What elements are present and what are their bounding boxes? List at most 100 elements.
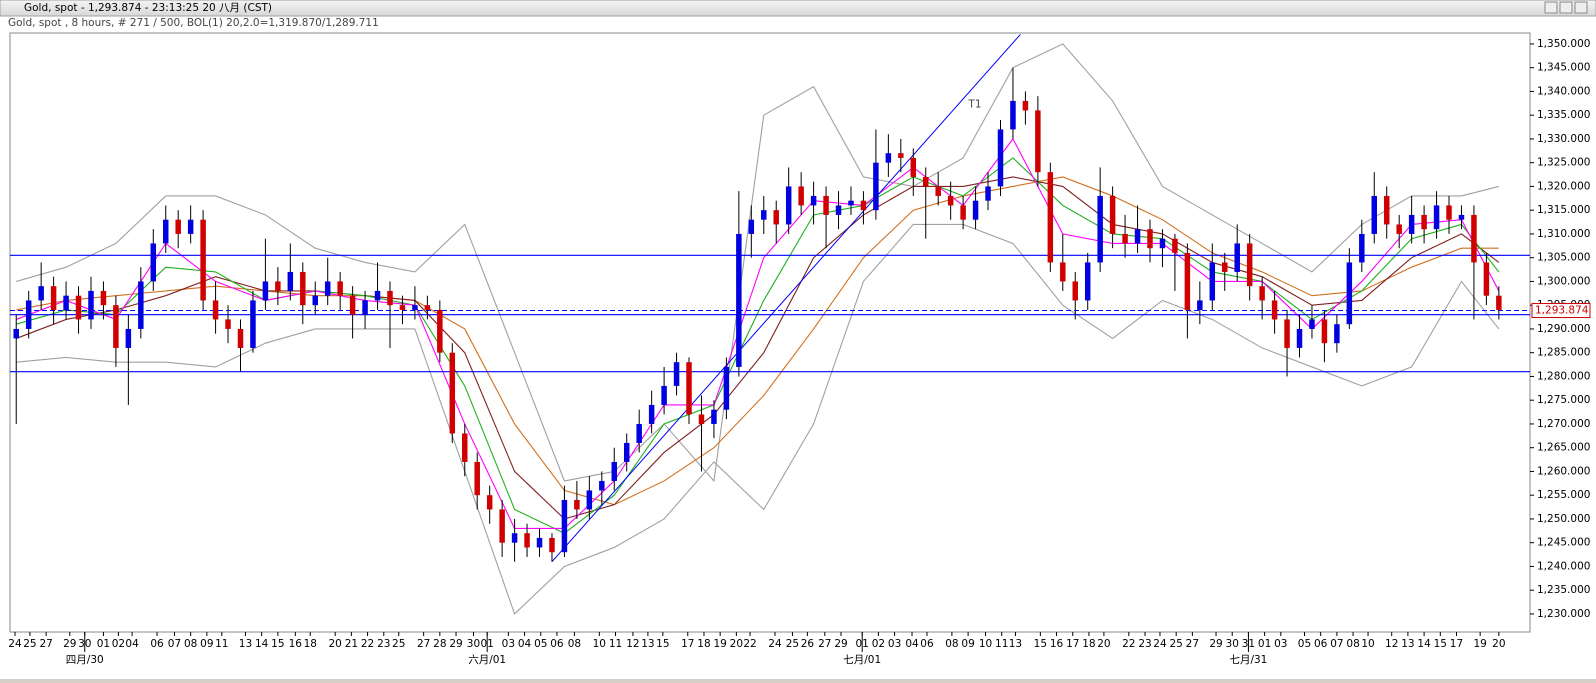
- x-tick-label: 02: [112, 638, 125, 650]
- candle-body: [1496, 295, 1502, 310]
- x-tick-label: 25: [1169, 638, 1182, 650]
- y-tick-label: 1,250.000: [1537, 513, 1590, 525]
- x-tick-label: 06: [550, 638, 564, 650]
- candle-body: [1433, 205, 1440, 230]
- candle-body: [686, 362, 692, 415]
- minimize-button[interactable]: [1544, 1, 1558, 14]
- x-tick-label: 10: [979, 638, 992, 650]
- x-tick-label: 17: [681, 638, 694, 650]
- candle-body: [75, 295, 82, 320]
- x-tick-label: 17: [1066, 638, 1079, 650]
- x-tick-label: 15: [656, 638, 669, 650]
- window-buttons[interactable]: [1544, 1, 1588, 14]
- candle-body: [449, 352, 456, 434]
- month-label: 四月/30: [66, 654, 104, 666]
- candle-body: [761, 210, 767, 220]
- candle-body: [349, 295, 356, 315]
- candle-body: [362, 300, 368, 315]
- candle-body: [698, 414, 705, 424]
- candle-body: [636, 423, 642, 443]
- x-tick-label: 20: [328, 638, 341, 650]
- indicator-line: [16, 223, 1500, 615]
- y-tick-label: 1,345.000: [1537, 62, 1590, 74]
- y-tick-label: 1,255.000: [1537, 489, 1590, 501]
- x-tick-label: 10: [1361, 638, 1374, 650]
- x-tick-label: 22: [1122, 638, 1135, 650]
- x-tick-label: 18: [304, 638, 317, 650]
- x-tick-label: 07: [168, 638, 181, 650]
- x-tick-label: 24: [768, 638, 782, 650]
- x-tick-label: 26: [801, 638, 815, 650]
- x-tick-label: 01: [97, 638, 110, 650]
- candle-body: [611, 461, 618, 481]
- x-tick-label: 11: [995, 638, 1008, 650]
- x-tick-label: 19: [713, 638, 726, 650]
- candle-body: [1408, 214, 1415, 234]
- candle-body: [25, 300, 32, 329]
- candle-body: [486, 495, 493, 510]
- month-label: 七月/01: [843, 654, 881, 666]
- month-label: 六月/01: [468, 654, 506, 666]
- candle-body: [785, 186, 792, 225]
- x-tick-label: 11: [609, 638, 622, 650]
- y-tick-label: 1,325.000: [1537, 157, 1590, 169]
- candle-body: [113, 305, 119, 348]
- close-button[interactable]: [1574, 1, 1588, 14]
- candle-body: [212, 300, 219, 320]
- x-tick-label: 29: [834, 638, 847, 650]
- x-tick-label: 27: [1186, 638, 1199, 650]
- y-tick-label: 1,285.000: [1537, 347, 1590, 359]
- x-tick-label: 04: [905, 638, 919, 650]
- x-tick-label: 03: [502, 638, 515, 650]
- candle-body: [474, 461, 480, 496]
- candle-body: [1109, 195, 1116, 234]
- x-tick-label: 29: [1209, 638, 1222, 650]
- chart-subtitle: Gold, spot , 8 hours, # 271 / 500, BOL(1…: [8, 17, 379, 29]
- x-tick-label: 10: [593, 638, 606, 650]
- y-tick-label: 1,230.000: [1537, 608, 1590, 620]
- candle-body: [586, 490, 593, 510]
- candle-body: [287, 271, 294, 291]
- restore-button[interactable]: [1559, 1, 1573, 14]
- candle-body: [312, 295, 318, 306]
- y-tick-label: 1,265.000: [1537, 442, 1590, 454]
- candle-body: [1296, 328, 1303, 348]
- candle-body: [1147, 229, 1153, 249]
- trendline: [551, 34, 1021, 563]
- plot-area: [9, 32, 1531, 633]
- x-tick-label: 27: [818, 638, 831, 650]
- candle-body: [1122, 233, 1128, 244]
- y-tick-label: 1,280.000: [1537, 370, 1590, 382]
- candle-body: [536, 537, 543, 548]
- candle-body: [898, 153, 904, 158]
- candle-body: [63, 295, 69, 310]
- candle-body: [13, 328, 19, 339]
- candle-body: [1097, 195, 1103, 263]
- candle-body: [262, 281, 269, 301]
- candle-body: [748, 219, 755, 234]
- y-tick-label: 1,330.000: [1537, 133, 1590, 145]
- x-tick-label: 08: [945, 638, 958, 650]
- x-tick-label: 15: [1434, 638, 1447, 650]
- x-tick-label: 15: [1034, 638, 1047, 650]
- candle-body: [835, 205, 842, 215]
- x-tick-label: 18: [697, 638, 710, 650]
- candle-body: [810, 195, 817, 206]
- x-tick-label: 20: [1097, 638, 1110, 650]
- candle-body: [200, 219, 206, 301]
- window-title: Gold, spot - 1,293.874 - 23:13:25 20 八月 …: [24, 2, 272, 14]
- candle-body: [848, 200, 854, 206]
- x-tick-label: 12: [1385, 638, 1398, 650]
- x-tick-label: 23: [1138, 638, 1151, 650]
- x-tick-label: 01: [1258, 638, 1271, 650]
- candle-body: [412, 305, 418, 310]
- candle-body: [511, 533, 518, 543]
- x-tick-label: 13: [1009, 638, 1022, 650]
- x-tick-label: 09: [200, 638, 213, 650]
- y-tick-label: 1,310.000: [1537, 228, 1590, 240]
- y-tick-label: 1,315.000: [1537, 204, 1590, 216]
- x-tick-label: 30: [467, 638, 480, 650]
- title-bar: [0, 0, 1596, 17]
- x-tick-label: 05: [534, 638, 547, 650]
